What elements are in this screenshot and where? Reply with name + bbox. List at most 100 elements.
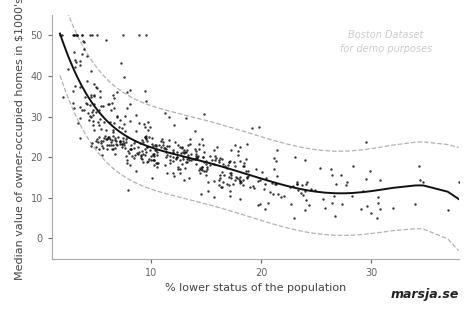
Point — [195, 142, 203, 147]
Point — [187, 158, 194, 163]
Point — [235, 153, 242, 158]
Point — [240, 161, 248, 166]
Point — [236, 177, 243, 182]
Point — [85, 111, 92, 116]
Point — [120, 143, 128, 148]
Point — [72, 59, 80, 64]
Point — [166, 157, 173, 162]
Point — [224, 162, 231, 167]
Point — [236, 197, 243, 202]
Point — [245, 173, 252, 179]
Point — [210, 148, 218, 153]
Point — [376, 178, 383, 183]
Point — [297, 190, 304, 195]
Point — [163, 147, 170, 152]
Point — [357, 207, 365, 212]
Point — [144, 159, 151, 164]
Point — [122, 137, 130, 142]
Point — [109, 147, 117, 152]
Point — [128, 153, 136, 158]
Point — [164, 170, 171, 175]
Point — [107, 107, 115, 112]
Point — [255, 202, 262, 207]
Point — [178, 161, 185, 166]
Point — [87, 94, 95, 99]
Point — [125, 150, 133, 155]
Point — [144, 145, 151, 150]
Point — [142, 134, 150, 139]
Point — [266, 189, 274, 194]
Point — [121, 128, 129, 133]
Point — [59, 94, 66, 99]
Point — [134, 144, 142, 149]
Point — [69, 88, 76, 93]
Point — [163, 155, 170, 160]
Point — [123, 90, 130, 95]
Point — [150, 158, 158, 163]
Point — [70, 33, 77, 38]
Point — [244, 168, 252, 173]
Point — [192, 161, 200, 167]
Point — [106, 134, 113, 139]
Point — [287, 202, 295, 207]
Point — [293, 181, 301, 186]
Point — [141, 134, 149, 139]
Point — [170, 171, 177, 176]
Point — [221, 164, 229, 169]
Point — [169, 147, 177, 152]
Point — [301, 208, 309, 213]
Point — [72, 64, 79, 69]
Point — [164, 144, 171, 149]
Point — [158, 137, 165, 142]
Point — [219, 179, 227, 185]
Point — [88, 92, 95, 97]
Point — [109, 93, 117, 98]
Point — [132, 139, 139, 144]
Point — [113, 141, 120, 146]
Point — [189, 156, 197, 161]
Point — [151, 142, 159, 147]
Point — [83, 101, 91, 106]
Point — [102, 128, 109, 133]
Point — [239, 178, 246, 183]
Point — [112, 138, 119, 143]
Point — [192, 155, 200, 160]
Point — [183, 148, 191, 153]
Point — [103, 143, 110, 148]
Point — [142, 134, 149, 139]
Point — [113, 89, 121, 94]
Point — [272, 158, 279, 163]
Point — [70, 106, 78, 111]
Point — [199, 155, 207, 160]
Point — [374, 200, 382, 205]
Point — [236, 144, 244, 149]
Point — [142, 33, 150, 38]
Point — [301, 188, 309, 193]
Point — [338, 201, 346, 206]
Point — [348, 193, 356, 198]
Point — [89, 141, 96, 146]
Text: Boston Dataset
for demo purposes: Boston Dataset for demo purposes — [339, 30, 432, 54]
Point — [100, 119, 108, 125]
Point — [120, 74, 128, 79]
Point — [376, 207, 383, 212]
Point — [180, 150, 188, 155]
Point — [182, 149, 189, 154]
Point — [119, 33, 127, 38]
Point — [92, 138, 100, 143]
Point — [191, 129, 199, 134]
Point — [132, 113, 139, 118]
Point — [305, 202, 313, 207]
Point — [88, 109, 95, 114]
Point — [111, 152, 119, 157]
Point — [250, 183, 257, 188]
Point — [227, 194, 234, 199]
Point — [118, 141, 126, 146]
Point — [100, 136, 108, 141]
Point — [154, 150, 161, 155]
Point — [374, 195, 382, 200]
Point — [157, 144, 164, 149]
Point — [256, 177, 264, 182]
Point — [211, 157, 219, 162]
Point — [153, 161, 161, 166]
